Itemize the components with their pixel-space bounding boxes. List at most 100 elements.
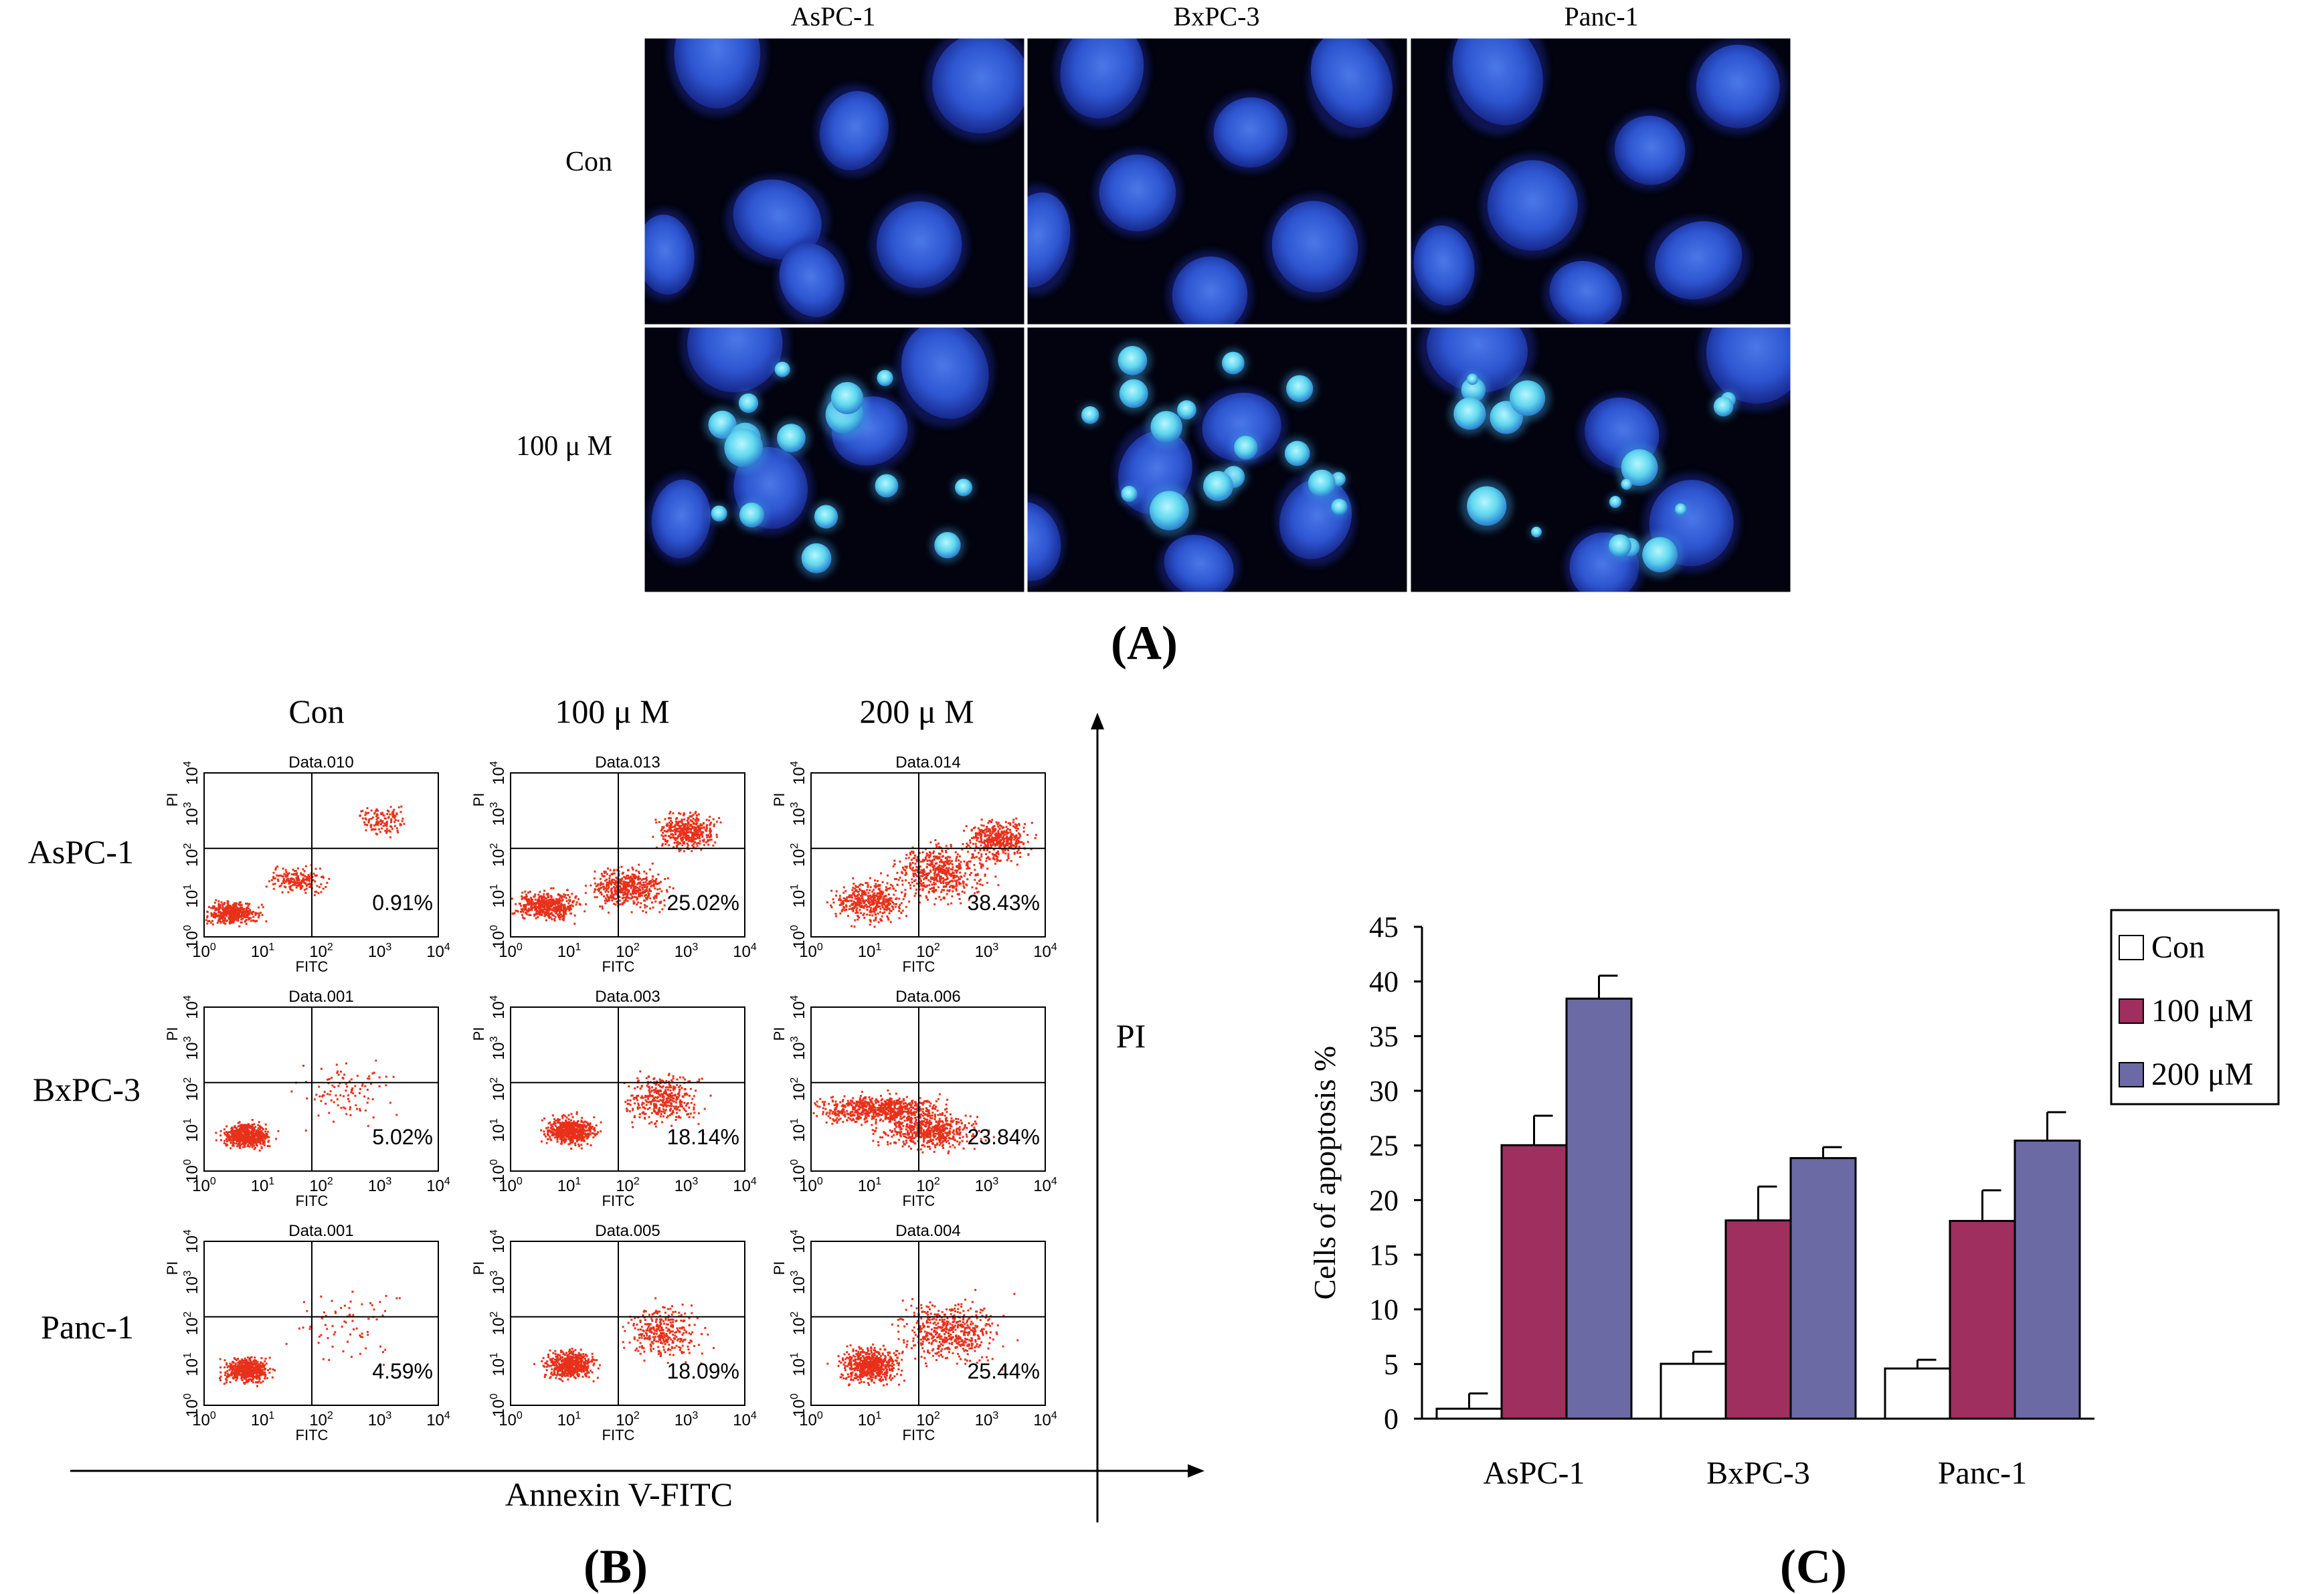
event-dot — [656, 847, 658, 849]
event-dot — [315, 1093, 318, 1096]
event-dot — [879, 907, 882, 910]
event-dot — [892, 887, 895, 890]
event-dot — [564, 893, 567, 896]
event-dot — [624, 883, 626, 886]
event-dot — [705, 834, 708, 836]
event-dot — [1016, 863, 1018, 866]
event-dot — [396, 829, 399, 832]
event-dot — [993, 824, 996, 827]
event-dot — [985, 860, 988, 863]
event-dot — [616, 889, 618, 891]
event-dot — [292, 878, 294, 881]
event-dot — [697, 829, 699, 831]
event-dot — [300, 879, 303, 882]
event-dot — [952, 885, 955, 888]
event-dot — [963, 887, 966, 889]
event-dot — [253, 1133, 256, 1136]
event-dot — [685, 822, 687, 825]
event-dot — [525, 895, 528, 898]
y-tick-label: 104 — [182, 995, 201, 1019]
event-dot — [210, 907, 213, 909]
event-dot — [639, 883, 642, 885]
event-dot — [899, 903, 901, 906]
event-dot — [633, 1097, 636, 1099]
event-dot — [231, 920, 234, 923]
event-dot — [877, 921, 880, 923]
event-dot — [594, 889, 596, 891]
event-dot — [668, 821, 671, 824]
event-dot — [946, 889, 949, 892]
event-dot — [889, 897, 891, 899]
event-dot — [1015, 817, 1018, 820]
event-dot — [524, 890, 527, 893]
event-dot — [972, 853, 974, 856]
event-dot — [375, 813, 378, 816]
event-dot — [678, 812, 680, 814]
event-dot — [246, 1145, 249, 1147]
event-dot — [282, 867, 284, 870]
event-dot — [671, 1124, 673, 1127]
event-dot — [226, 1125, 228, 1128]
event-dot — [547, 1138, 549, 1140]
event-dot — [321, 1095, 324, 1098]
event-dot — [941, 889, 944, 891]
event-dot — [530, 897, 533, 899]
y-tick-label: 102 — [488, 843, 508, 867]
event-dot — [654, 1096, 656, 1099]
event-dot — [523, 905, 525, 908]
event-dot — [712, 818, 715, 820]
event-dot — [975, 834, 978, 836]
event-dot — [389, 836, 391, 838]
event-dot — [698, 824, 700, 827]
event-dot — [584, 910, 586, 913]
event-dot — [924, 857, 927, 859]
event-dot — [950, 885, 952, 887]
micrograph-0-0 — [642, 36, 1026, 327]
event-dot — [947, 855, 950, 858]
event-dot — [284, 873, 287, 876]
event-dot — [228, 914, 231, 917]
event-dot — [532, 901, 534, 903]
event-dot — [873, 885, 876, 887]
event-dot — [646, 905, 648, 907]
event-dot — [564, 911, 567, 913]
event-dot — [644, 881, 647, 883]
event-dot — [863, 912, 865, 915]
event-dot — [835, 915, 838, 917]
event-dot — [646, 887, 648, 889]
event-dot — [521, 897, 524, 899]
event-dot — [303, 889, 306, 891]
event-dot — [565, 1138, 567, 1140]
event-dot — [694, 826, 697, 829]
event-dot — [932, 877, 935, 880]
event-dot — [972, 843, 974, 845]
event-dot — [281, 891, 284, 894]
nucleus — [1452, 37, 1543, 126]
event-dot — [549, 1136, 551, 1138]
event-dot — [679, 1101, 681, 1103]
event-dot — [954, 851, 957, 854]
event-dot — [679, 831, 682, 834]
event-dot — [941, 870, 944, 873]
x-tick-exponent: 4 — [751, 942, 757, 953]
event-dot — [980, 867, 982, 869]
event-dot — [345, 1083, 347, 1085]
apoptotic-body — [1284, 440, 1310, 466]
event-dot — [512, 913, 515, 915]
apoptotic-body — [1118, 346, 1148, 375]
event-dot — [944, 879, 946, 881]
event-dot — [852, 908, 854, 911]
y-tick-label: 104 — [488, 761, 508, 785]
event-dot — [942, 882, 945, 885]
event-dot — [232, 915, 234, 917]
event-dot — [560, 902, 563, 905]
event-dot — [244, 920, 246, 923]
event-dot — [683, 826, 686, 828]
event-dot — [993, 848, 996, 851]
event-dot — [857, 901, 859, 904]
event-dot — [989, 841, 992, 844]
event-dot — [379, 820, 382, 822]
event-dot — [672, 812, 675, 814]
event-dot — [903, 895, 906, 897]
event-dot — [989, 834, 992, 837]
